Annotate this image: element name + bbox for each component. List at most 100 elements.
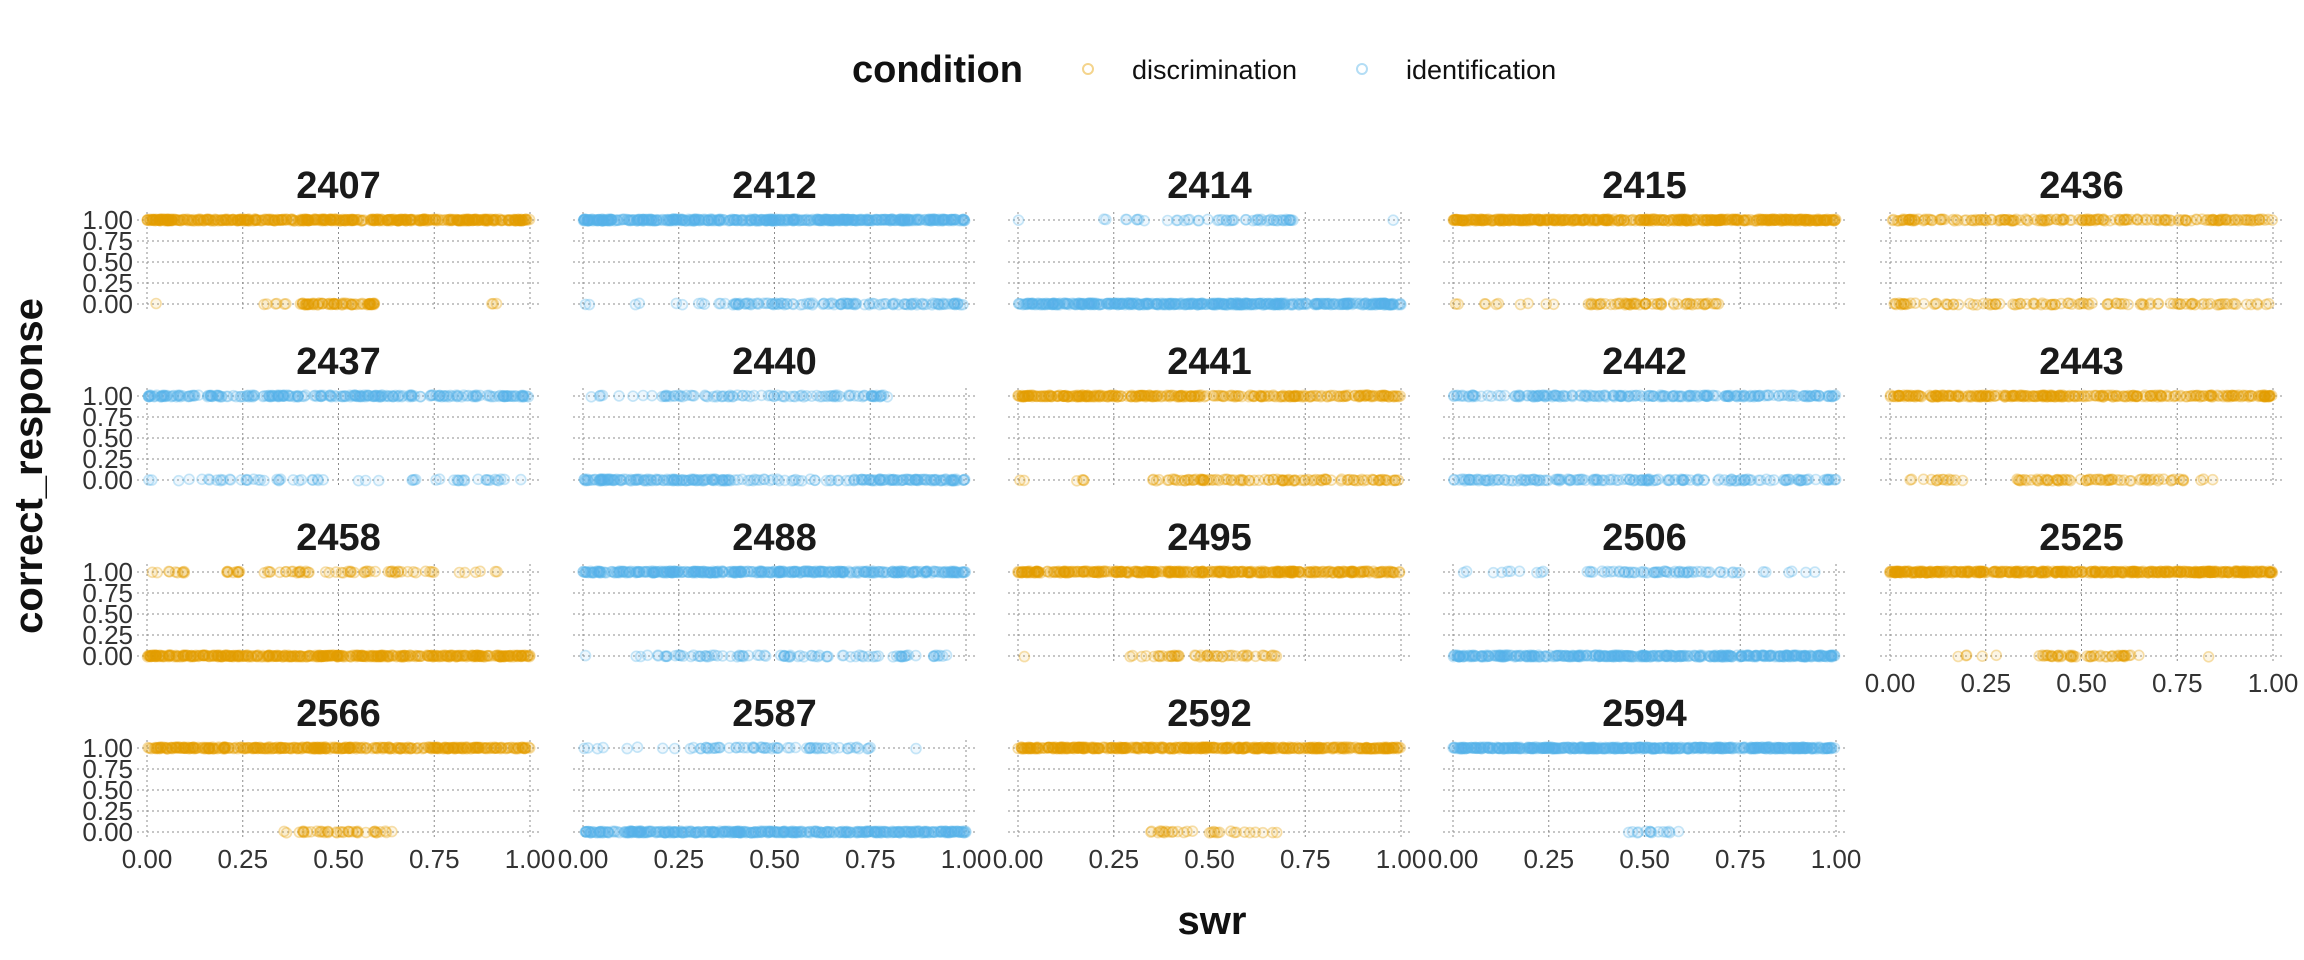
data-point [450, 390, 463, 403]
data-point [1499, 389, 1511, 402]
data-point [1318, 297, 1330, 310]
points [141, 213, 536, 311]
data-point [350, 213, 363, 226]
data-point [775, 297, 788, 310]
data-point [1133, 213, 1145, 226]
data-point [1253, 474, 1265, 487]
data-point [2014, 214, 2027, 226]
data-point [346, 214, 358, 227]
data-point [2176, 214, 2189, 226]
data-point [163, 565, 176, 578]
data-point [1269, 298, 1282, 311]
data-point [2159, 214, 2172, 227]
facet-label: 2443 [2039, 341, 2124, 383]
data-point [303, 214, 316, 226]
data-point [691, 474, 704, 487]
data-point [486, 297, 498, 310]
data-point [938, 298, 951, 311]
y-tick-label: 1.00 [82, 205, 133, 235]
data-point [268, 390, 280, 402]
data-point [2022, 390, 2034, 403]
facet-label: 2414 [1167, 165, 1252, 207]
data-point [867, 390, 880, 403]
data-point [414, 390, 427, 403]
data-point [2046, 298, 2059, 311]
data-point [241, 473, 253, 486]
data-point [739, 298, 751, 310]
data-point [224, 474, 237, 486]
data-point [2152, 474, 2164, 487]
data-point [146, 214, 158, 227]
data-point [192, 213, 205, 226]
data-point [392, 390, 405, 403]
data-point [2082, 474, 2095, 487]
data-point [276, 214, 288, 226]
data-point [1784, 473, 1796, 486]
y-tick-label: 0.00 [82, 289, 133, 319]
data-point [369, 389, 382, 402]
data-point [1675, 390, 1688, 403]
data-point [1768, 474, 1780, 486]
data-point [318, 213, 330, 226]
data-point [901, 214, 914, 227]
data-point [1071, 474, 1083, 487]
data-point [1233, 390, 1245, 402]
data-point [358, 214, 370, 226]
data-point [1208, 390, 1220, 402]
data-point [231, 214, 243, 227]
data-point [241, 213, 254, 226]
data-point [174, 214, 187, 227]
data-point [354, 389, 366, 402]
data-point [2025, 474, 2037, 486]
data-point [293, 214, 306, 227]
data-point [806, 297, 819, 310]
data-point [165, 213, 178, 226]
data-point [949, 474, 962, 487]
data-point [902, 473, 915, 486]
data-point [375, 213, 388, 226]
data-point [958, 213, 970, 226]
y-tick-label: 1.00 [82, 381, 133, 411]
data-point [194, 213, 206, 225]
data-point [279, 565, 292, 578]
data-point [2136, 214, 2149, 226]
data-point [171, 214, 184, 226]
data-point [2168, 473, 2180, 486]
data-point [845, 389, 857, 402]
data-point [888, 214, 900, 226]
data-point [303, 566, 315, 579]
data-point [161, 214, 173, 227]
data-point [1697, 474, 1710, 486]
data-point [1946, 474, 1958, 487]
data-point [2117, 390, 2130, 403]
data-point [341, 213, 353, 226]
data-point [352, 213, 365, 226]
data-point [2251, 298, 2264, 311]
y-tick-label: 1.00 [82, 557, 133, 587]
data-point [154, 214, 167, 226]
data-point [1737, 214, 1749, 227]
data-point [1791, 390, 1803, 403]
data-point [1367, 390, 1379, 403]
data-point [1627, 474, 1640, 487]
data-point [167, 213, 180, 226]
data-point [1203, 473, 1215, 486]
data-point [155, 213, 167, 226]
data-point [287, 214, 299, 226]
data-point [2094, 474, 2107, 487]
data-point [699, 389, 711, 402]
data-point [1370, 297, 1382, 310]
data-point [1255, 213, 1268, 226]
data-point [1514, 298, 1527, 311]
data-point [372, 474, 385, 487]
data-point [1752, 474, 1765, 487]
data-point [1542, 390, 1555, 402]
data-point [1087, 390, 1100, 403]
data-point [314, 213, 327, 226]
data-point [1133, 298, 1145, 311]
data-point [181, 214, 193, 226]
data-point [2063, 297, 2075, 310]
data-point [172, 474, 185, 487]
